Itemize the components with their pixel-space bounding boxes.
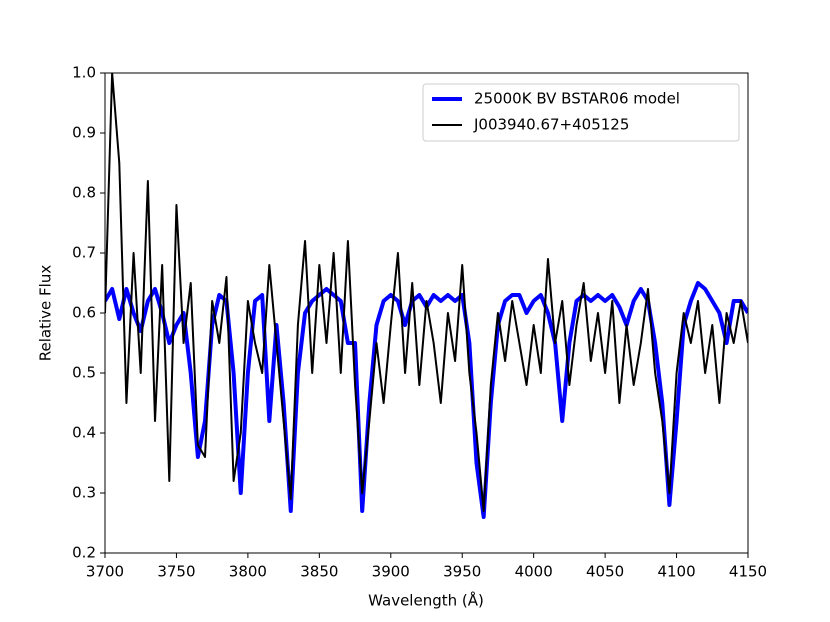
series-line [105,281,748,519]
x-tick-label: 4050 [586,563,624,581]
series-line [105,73,748,512]
y-tick-label: 0.6 [72,304,96,322]
y-tick-label: 1.0 [72,64,96,82]
y-tick-label: 0.9 [72,124,96,142]
x-tick-label: 4100 [657,563,695,581]
y-axis-label: Relative Flux [37,265,55,362]
y-tick-label: 0.2 [72,544,96,562]
x-tick-label: 3750 [157,563,195,581]
x-tick-label: 3900 [372,563,410,581]
y-tick-label: 0.8 [72,184,96,202]
y-tick-label: 0.7 [72,244,96,262]
y-tick-label: 0.5 [72,364,96,382]
legend-label: 25000K BV BSTAR06 model [474,90,680,108]
x-tick-label: 3950 [443,563,481,581]
plot-lines [105,73,748,519]
y-tick-label: 0.3 [72,484,96,502]
y-tick-label: 0.4 [72,424,96,442]
x-tick-label: 3800 [229,563,267,581]
x-tick-label: 3850 [300,563,338,581]
x-tick-label: 4000 [515,563,553,581]
x-tick-label: 4150 [729,563,767,581]
x-tick-label: 3700 [86,563,124,581]
x-axis-label: Wavelength (Å) [368,591,484,610]
legend-label: J003940.67+405125 [473,116,629,134]
legend-box [422,83,740,142]
plot-frame [104,72,749,554]
